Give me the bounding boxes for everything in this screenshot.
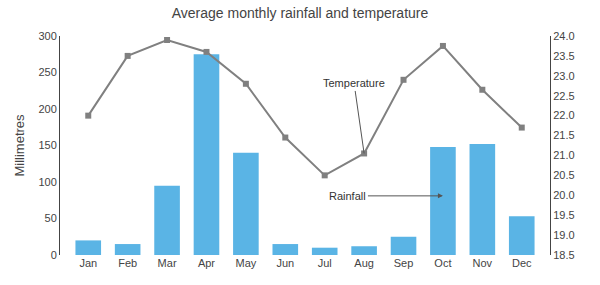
svg-text:0: 0 bbox=[51, 249, 57, 261]
svg-text:Rainfall: Rainfall bbox=[329, 190, 366, 202]
svg-text:21.0: 21.0 bbox=[553, 149, 574, 161]
svg-text:100: 100 bbox=[38, 176, 56, 188]
svg-text:Jun: Jun bbox=[276, 257, 294, 269]
svg-text:18.5: 18.5 bbox=[553, 249, 574, 261]
svg-text:21.5: 21.5 bbox=[553, 129, 574, 141]
svg-text:19.0: 19.0 bbox=[553, 229, 574, 241]
svg-text:Average monthly rainfall and t: Average monthly rainfall and temperature bbox=[172, 5, 429, 21]
svg-text:200: 200 bbox=[38, 103, 56, 115]
svg-text:Feb: Feb bbox=[118, 257, 137, 269]
svg-text:Temperature: Temperature bbox=[323, 77, 385, 89]
svg-text:24.0: 24.0 bbox=[553, 30, 574, 42]
svg-text:23.0: 23.0 bbox=[553, 70, 574, 82]
svg-text:22.5: 22.5 bbox=[553, 90, 574, 102]
svg-text:250: 250 bbox=[38, 66, 56, 78]
svg-text:Sep: Sep bbox=[394, 257, 414, 269]
svg-text:20.0: 20.0 bbox=[553, 189, 574, 201]
svg-text:Mar: Mar bbox=[158, 257, 177, 269]
svg-text:Dec: Dec bbox=[512, 257, 532, 269]
svg-text:Aug: Aug bbox=[354, 257, 374, 269]
svg-text:20.5: 20.5 bbox=[553, 169, 574, 181]
svg-text:Jul: Jul bbox=[318, 257, 332, 269]
svg-text:May: May bbox=[235, 257, 256, 269]
svg-text:Apr: Apr bbox=[198, 257, 215, 269]
svg-text:19.5: 19.5 bbox=[553, 209, 574, 221]
svg-text:Nov: Nov bbox=[473, 257, 493, 269]
svg-text:300: 300 bbox=[38, 30, 56, 42]
svg-text:22.0: 22.0 bbox=[553, 109, 574, 121]
svg-text:23.5: 23.5 bbox=[553, 50, 574, 62]
svg-text:Jan: Jan bbox=[79, 257, 97, 269]
svg-text:Oct: Oct bbox=[434, 257, 451, 269]
svg-text:150: 150 bbox=[38, 139, 56, 151]
svg-text:50: 50 bbox=[45, 212, 57, 224]
svg-text:Millimetres: Millimetres bbox=[12, 114, 27, 177]
